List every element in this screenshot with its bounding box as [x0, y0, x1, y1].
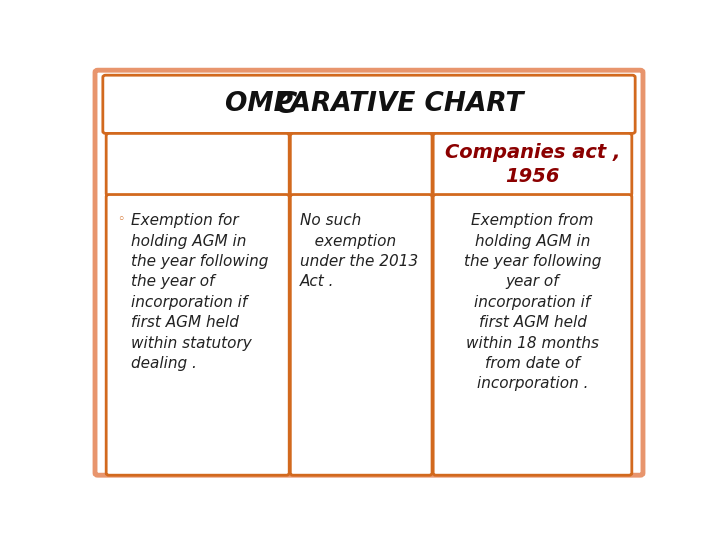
- FancyBboxPatch shape: [103, 75, 635, 133]
- FancyBboxPatch shape: [106, 133, 289, 196]
- Text: Exemption from
holding AGM in
the year following
year of
incorporation if
first : Exemption from holding AGM in the year f…: [464, 213, 601, 392]
- FancyBboxPatch shape: [433, 194, 632, 475]
- Text: C: C: [275, 90, 297, 119]
- FancyBboxPatch shape: [433, 133, 632, 196]
- FancyBboxPatch shape: [106, 194, 289, 475]
- FancyBboxPatch shape: [290, 133, 432, 196]
- Text: Companies act ,
1956: Companies act , 1956: [445, 143, 620, 186]
- Text: No such
   exemption
under the 2013
Act .: No such exemption under the 2013 Act .: [300, 213, 418, 289]
- FancyBboxPatch shape: [95, 70, 643, 475]
- Text: ◦: ◦: [117, 213, 125, 226]
- FancyBboxPatch shape: [290, 194, 432, 475]
- Text: Exemption for
holding AGM in
the year following
the year of
incorporation if
fir: Exemption for holding AGM in the year fo…: [131, 213, 269, 371]
- Text: OMPARATIVE CHART: OMPARATIVE CHART: [225, 91, 524, 117]
